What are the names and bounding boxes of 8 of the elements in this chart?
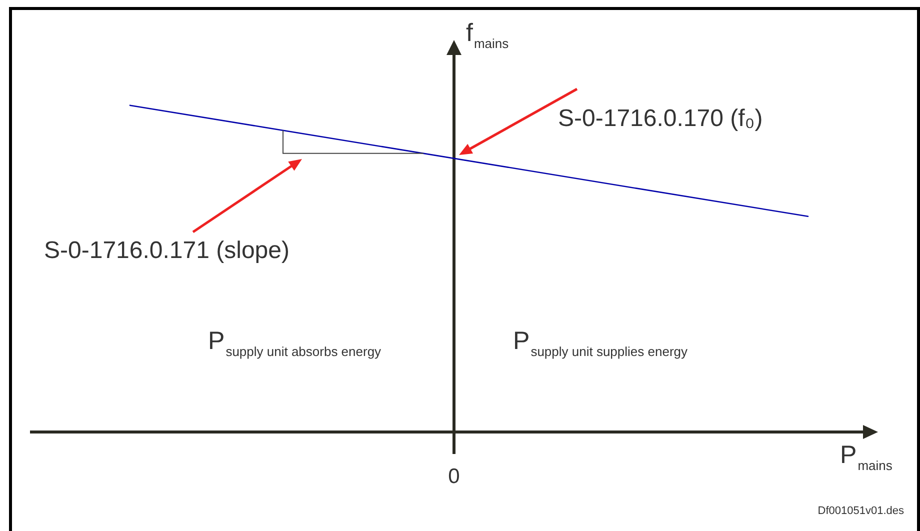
text: 0 xyxy=(448,465,460,488)
annotation: P$_{supply unit absorbs energy}$ xyxy=(208,327,382,359)
y-axis-title: f$_{mains}$ xyxy=(466,19,510,51)
annotation: S-0-1716.0.171 (slope) xyxy=(44,237,290,264)
annotation: P$_{supply unit supplies energy}$ xyxy=(513,327,688,359)
text: Df001051v01.des xyxy=(818,505,904,517)
annotation: S-0-1716.0.170 (f₀) xyxy=(558,105,763,132)
x-axis-title: P$_{mains}$ xyxy=(840,441,893,473)
